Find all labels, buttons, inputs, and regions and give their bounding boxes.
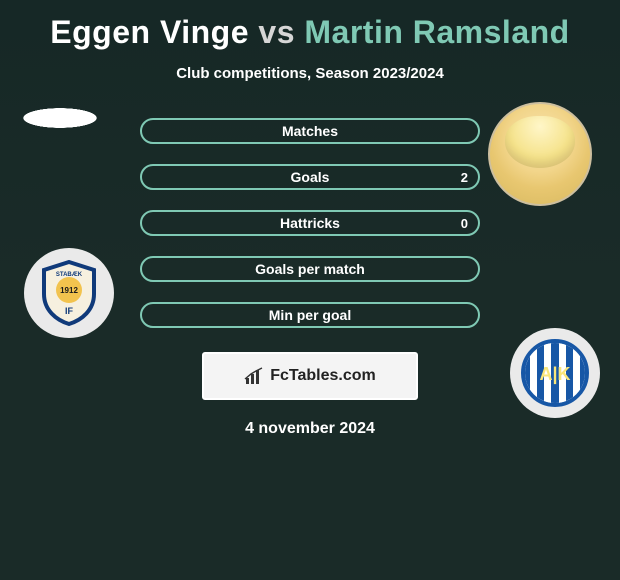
stat-row: Min per goal bbox=[140, 302, 480, 328]
stat-label: Goals bbox=[291, 169, 330, 185]
crest-center-text: A|K bbox=[539, 364, 570, 384]
comparison-body: STABÆK 1912 IF bbox=[0, 118, 620, 328]
player2-avatar-placeholder bbox=[488, 102, 592, 206]
stat-row: Matches bbox=[140, 118, 480, 144]
striped-circle-icon: A|K bbox=[519, 337, 591, 409]
stat-row: Goals per match bbox=[140, 256, 480, 282]
source-brand-text: FcTables.com bbox=[270, 367, 376, 385]
vs-label: vs bbox=[258, 14, 295, 50]
comparison-title: Eggen Vinge vs Martin Ramsland bbox=[50, 14, 569, 51]
stat-value-player2: 2 bbox=[461, 170, 468, 185]
stat-label: Hattricks bbox=[280, 215, 340, 231]
player1-club-crest: STABÆK 1912 IF bbox=[24, 248, 114, 338]
player1-name: Eggen Vinge bbox=[50, 14, 249, 50]
crest-year-text: 1912 bbox=[60, 286, 78, 295]
shield-icon: STABÆK 1912 IF bbox=[40, 260, 98, 326]
stat-row: Goals 2 bbox=[140, 164, 480, 190]
player1-avatar-placeholder bbox=[8, 104, 112, 132]
stat-value-player2: 0 bbox=[461, 216, 468, 231]
snapshot-date: 4 november 2024 bbox=[245, 420, 375, 438]
competition-subtitle: Club competitions, Season 2023/2024 bbox=[176, 65, 444, 82]
bar-chart-icon bbox=[244, 366, 264, 386]
stat-label: Matches bbox=[282, 123, 338, 139]
stat-row: Hattricks 0 bbox=[140, 210, 480, 236]
player2-club-crest: A|K bbox=[510, 328, 600, 418]
crest-bottom-text: IF bbox=[65, 306, 74, 316]
player2-name: Martin Ramsland bbox=[304, 14, 569, 50]
stat-label: Goals per match bbox=[255, 261, 365, 277]
stat-label: Min per goal bbox=[269, 307, 351, 323]
crest-top-text: STABÆK bbox=[56, 272, 83, 278]
source-badge: FcTables.com bbox=[202, 352, 418, 400]
